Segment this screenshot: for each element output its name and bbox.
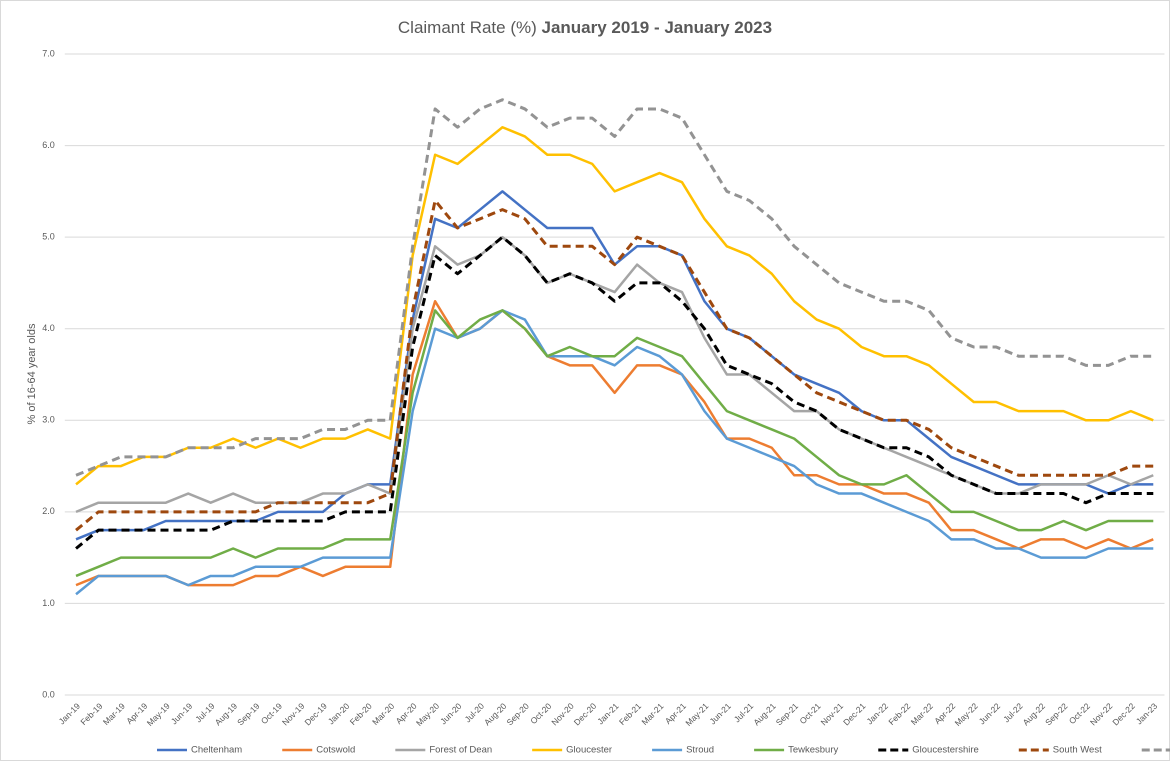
y-tick-label: 3.0 (42, 415, 55, 425)
series-line (75, 199, 1154, 532)
y-tick-label: 4.0 (42, 323, 55, 333)
legend-label: Tewkesbury (788, 745, 838, 756)
series-line (75, 309, 1154, 596)
series-line (75, 235, 1154, 550)
chart-title: Claimant Rate (%) January 2019 - January… (398, 18, 772, 37)
y-axis-label: % of 16-64 year olds (26, 323, 38, 424)
series-line (75, 126, 1154, 486)
legend-label: Cheltenham (191, 745, 242, 756)
legend-label: Stroud (686, 745, 714, 756)
y-tick-label: 1.0 (42, 598, 55, 608)
y-tick-label: 6.0 (42, 140, 55, 150)
title-text: Claimant Rate (%) (398, 18, 537, 37)
legend-label: Forest of Dean (429, 745, 492, 756)
series-line (75, 98, 1154, 477)
y-tick-label: 5.0 (42, 232, 55, 242)
series-line (75, 299, 1154, 587)
legend-label: Cotswold (316, 745, 355, 756)
y-tick-label: 0.0 (42, 689, 55, 699)
y-tick-label: 2.0 (42, 506, 55, 516)
legend-label: Gloucester (566, 745, 612, 756)
legend-label: Gloucestershire (912, 745, 979, 756)
title-period: January 2019 - January 2023 (542, 18, 773, 37)
y-tick-label: 7.0 (42, 48, 55, 58)
legend-label: South West (1053, 745, 1102, 756)
series-line (75, 309, 1154, 578)
